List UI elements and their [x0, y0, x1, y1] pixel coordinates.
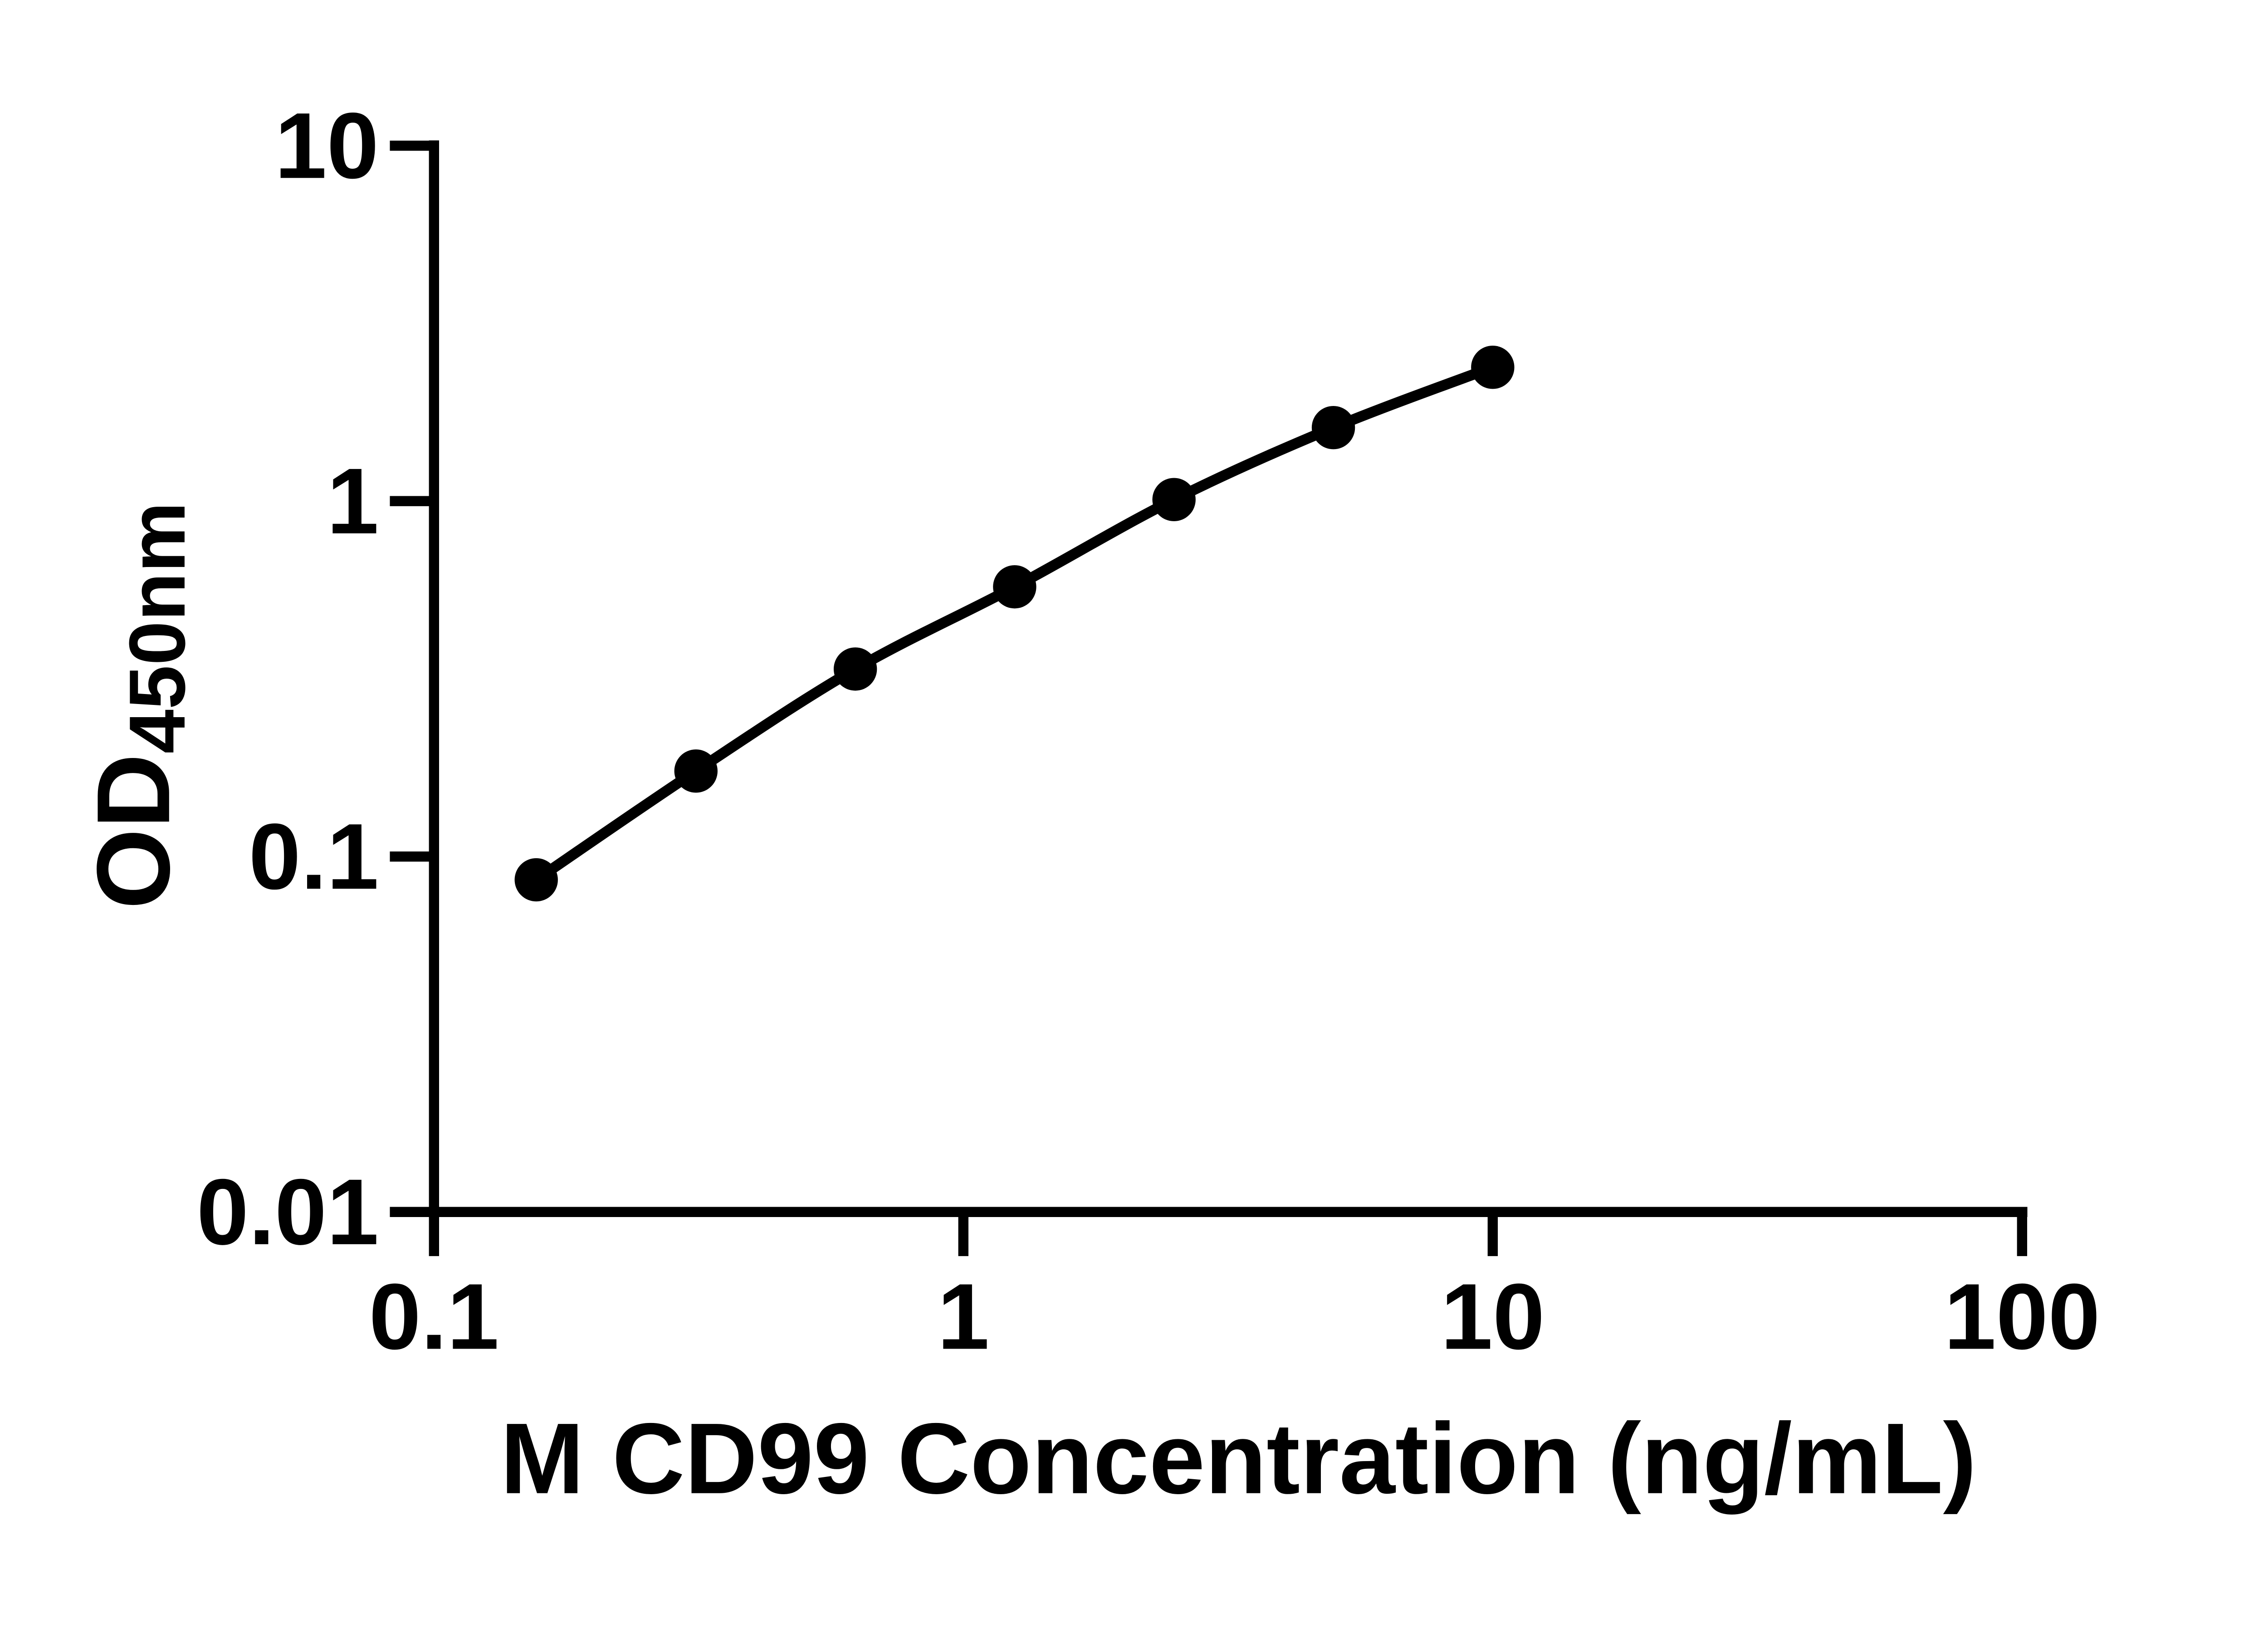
elisa-standard-curve-figure: 0.1 1 10 100 0.01 0.1 1 10 M CD99 Concentration… — [75, 93, 2100, 1515]
x-tick-label: 1 — [937, 1264, 989, 1369]
x-tick-label: 0.1 — [369, 1264, 499, 1369]
y-axis-title: OD450nm — [76, 502, 202, 909]
x-axis-title: M CD99 Concentration (ng/mL) — [500, 1403, 1977, 1515]
standard-curve-line — [531, 362, 1498, 885]
data-point — [993, 565, 1036, 609]
y-tick-label: 0.1 — [249, 804, 379, 909]
data-point — [674, 749, 718, 793]
data-point — [1152, 478, 1196, 522]
data-point — [1311, 406, 1355, 450]
x-tick-label: 10 — [1441, 1264, 1545, 1369]
y-axis-title-subscript: 450nm — [113, 502, 202, 753]
y-tick-label: 0.01 — [197, 1159, 379, 1264]
data-point — [1471, 346, 1515, 389]
data-point — [514, 858, 558, 902]
y-tick-label: 10 — [275, 93, 379, 198]
data-point — [833, 647, 877, 691]
x-tick-label: 100 — [1944, 1264, 2100, 1369]
y-tick-label: 1 — [327, 449, 379, 553]
y-axis-title-main: OD — [76, 753, 191, 909]
